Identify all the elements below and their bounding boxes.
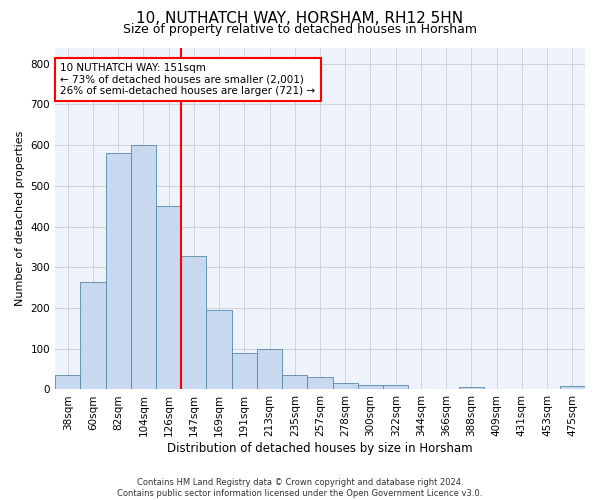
X-axis label: Distribution of detached houses by size in Horsham: Distribution of detached houses by size … <box>167 442 473 455</box>
Y-axis label: Number of detached properties: Number of detached properties <box>15 131 25 306</box>
Bar <box>55 375 80 390</box>
Bar <box>358 384 383 390</box>
Bar <box>307 377 332 390</box>
Bar <box>383 386 409 390</box>
Text: Size of property relative to detached houses in Horsham: Size of property relative to detached ho… <box>123 23 477 36</box>
Bar <box>206 310 232 390</box>
Bar <box>106 154 131 390</box>
Bar <box>560 386 585 390</box>
Text: 10, NUTHATCH WAY, HORSHAM, RH12 5HN: 10, NUTHATCH WAY, HORSHAM, RH12 5HN <box>136 11 464 26</box>
Text: Contains HM Land Registry data © Crown copyright and database right 2024.
Contai: Contains HM Land Registry data © Crown c… <box>118 478 482 498</box>
Bar <box>282 375 307 390</box>
Bar <box>332 383 358 390</box>
Bar <box>131 145 156 390</box>
Text: 10 NUTHATCH WAY: 151sqm
← 73% of detached houses are smaller (2,001)
26% of semi: 10 NUTHATCH WAY: 151sqm ← 73% of detache… <box>61 63 316 96</box>
Bar <box>459 388 484 390</box>
Bar <box>181 256 206 390</box>
Bar <box>80 282 106 390</box>
Bar <box>232 353 257 390</box>
Bar <box>156 206 181 390</box>
Bar <box>257 348 282 390</box>
